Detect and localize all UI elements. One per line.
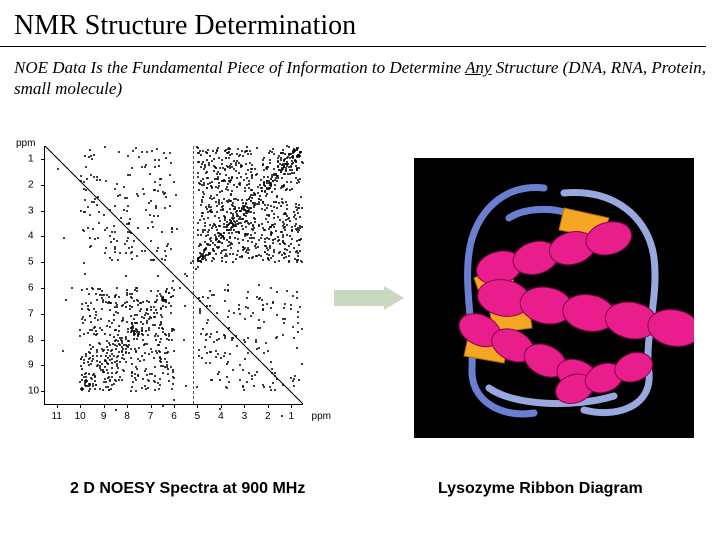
- xtick-label: 1: [288, 411, 294, 422]
- alpha-helix: [473, 217, 635, 289]
- ytick-mark: [41, 236, 45, 237]
- ytick-mark: [41, 365, 45, 366]
- ytick-mark: [41, 314, 45, 315]
- xtick-mark: [268, 404, 269, 408]
- xtick-label: 11: [52, 411, 62, 422]
- xtick-mark: [80, 404, 81, 408]
- ytick-label: 2: [28, 179, 34, 190]
- ytick-label: 3: [28, 205, 34, 216]
- ytick-label: 5: [28, 257, 34, 268]
- arrow-stem: [334, 290, 384, 306]
- plot-area: ppm 1110987654321: [44, 146, 303, 405]
- protein-svg: [414, 158, 694, 438]
- xtick-label: 2: [265, 411, 271, 422]
- subtitle-pre: NOE Data Is the Fundamental Piece of Inf…: [14, 58, 465, 77]
- caption-noesy: 2 D NOESY Spectra at 900 MHz: [70, 480, 305, 498]
- caption-protein: Lysozyme Ribbon Diagram: [438, 480, 643, 498]
- x-axis-label: ppm: [312, 411, 331, 422]
- slide-title: NMR Structure Determination: [0, 0, 706, 47]
- xtick-mark: [174, 404, 175, 408]
- ytick-mark: [41, 391, 45, 392]
- xtick-label: 8: [124, 411, 130, 422]
- ytick-label: 6: [28, 282, 34, 293]
- xtick-mark: [127, 404, 128, 408]
- ytick-mark: [41, 185, 45, 186]
- xtick-mark: [57, 404, 58, 408]
- ytick-mark: [41, 211, 45, 212]
- slide-subtitle: NOE Data Is the Fundamental Piece of Inf…: [0, 47, 720, 100]
- ytick-label: 1: [28, 153, 34, 164]
- xtick-mark: [291, 404, 292, 408]
- noesy-plot: ppm ppm 1110987654321 1 2 3 4 5 6 7 8 9 10: [14, 138, 324, 458]
- xtick-label: 10: [75, 411, 86, 422]
- content-row: ppm ppm 1110987654321 12345678910: [14, 138, 706, 458]
- xtick-label: 6: [171, 411, 177, 422]
- y-axis-label: ppm: [16, 138, 35, 149]
- xtick-mark: [221, 404, 222, 408]
- xtick-label: 7: [148, 411, 154, 422]
- ytick-mark: [41, 262, 45, 263]
- ytick-mark: [41, 340, 45, 341]
- xtick-mark: [104, 404, 105, 408]
- xtick-mark: [197, 404, 198, 408]
- arrow-head: [384, 286, 404, 310]
- xtick-mark: [244, 404, 245, 408]
- protein-diagram: [414, 158, 694, 438]
- dashed-vertical-line: [193, 146, 195, 404]
- ytick-label: 8: [28, 334, 34, 345]
- ytick-label: 7: [28, 308, 34, 319]
- ytick-label: 9: [28, 360, 34, 371]
- xtick-mark: [151, 404, 152, 408]
- xtick-label: 9: [101, 411, 107, 422]
- xtick-label: 5: [195, 411, 201, 422]
- ytick-mark: [41, 159, 45, 160]
- ytick-label: 4: [28, 231, 34, 242]
- subtitle-underlined: Any: [465, 58, 491, 77]
- ytick-label: 10: [28, 386, 39, 397]
- ytick-mark: [41, 288, 45, 289]
- arrow-container: [324, 286, 414, 310]
- arrow-icon: [334, 286, 404, 310]
- xtick-label: 4: [218, 411, 224, 422]
- xtick-label: 3: [242, 411, 248, 422]
